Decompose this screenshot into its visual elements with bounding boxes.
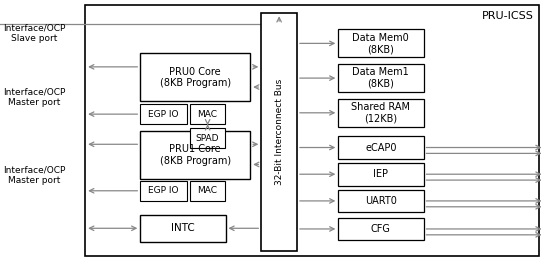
Text: EGP IO: EGP IO (148, 110, 179, 119)
Bar (338, 218, 424, 240)
Text: CFG: CFG (371, 224, 391, 234)
Text: PRU0 Core
(8KB Program): PRU0 Core (8KB Program) (160, 67, 231, 88)
Text: Shared RAM
(12KB): Shared RAM (12KB) (351, 102, 410, 124)
Bar (338, 136, 424, 159)
Bar (338, 190, 424, 212)
Bar (140, 181, 187, 201)
Bar (85, 5, 539, 256)
Bar (190, 104, 225, 124)
Bar (338, 99, 424, 127)
Bar (190, 128, 225, 148)
Text: Interface/OCP
Master port: Interface/OCP Master port (3, 88, 65, 107)
Bar (140, 215, 226, 242)
Text: PRU1 Core
(8KB Program): PRU1 Core (8KB Program) (160, 144, 231, 166)
Text: EGP IO: EGP IO (148, 186, 179, 195)
Bar (338, 163, 424, 186)
Bar (261, 13, 297, 251)
Bar (140, 53, 250, 101)
Bar (140, 131, 250, 179)
Text: MAC: MAC (197, 186, 218, 195)
Text: IEP: IEP (373, 169, 388, 179)
Text: MAC: MAC (197, 110, 218, 119)
Text: PRU-ICSS: PRU-ICSS (482, 11, 534, 21)
Bar (140, 104, 187, 124)
Text: Data Mem1
(8KB): Data Mem1 (8KB) (353, 67, 409, 89)
Text: Interface/OCP
Master port: Interface/OCP Master port (3, 165, 65, 184)
Text: 32-Bit Interconnect Bus: 32-Bit Interconnect Bus (274, 79, 284, 185)
Text: Interface/OCP
Slave port: Interface/OCP Slave port (3, 24, 65, 43)
Text: Data Mem0
(8KB): Data Mem0 (8KB) (353, 33, 409, 54)
Bar (190, 181, 225, 201)
Text: eCAP0: eCAP0 (365, 143, 397, 152)
Text: UART0: UART0 (365, 196, 397, 206)
Bar (338, 29, 424, 57)
Text: SPAD: SPAD (196, 134, 219, 143)
Text: INTC: INTC (171, 223, 195, 233)
Bar (338, 64, 424, 92)
